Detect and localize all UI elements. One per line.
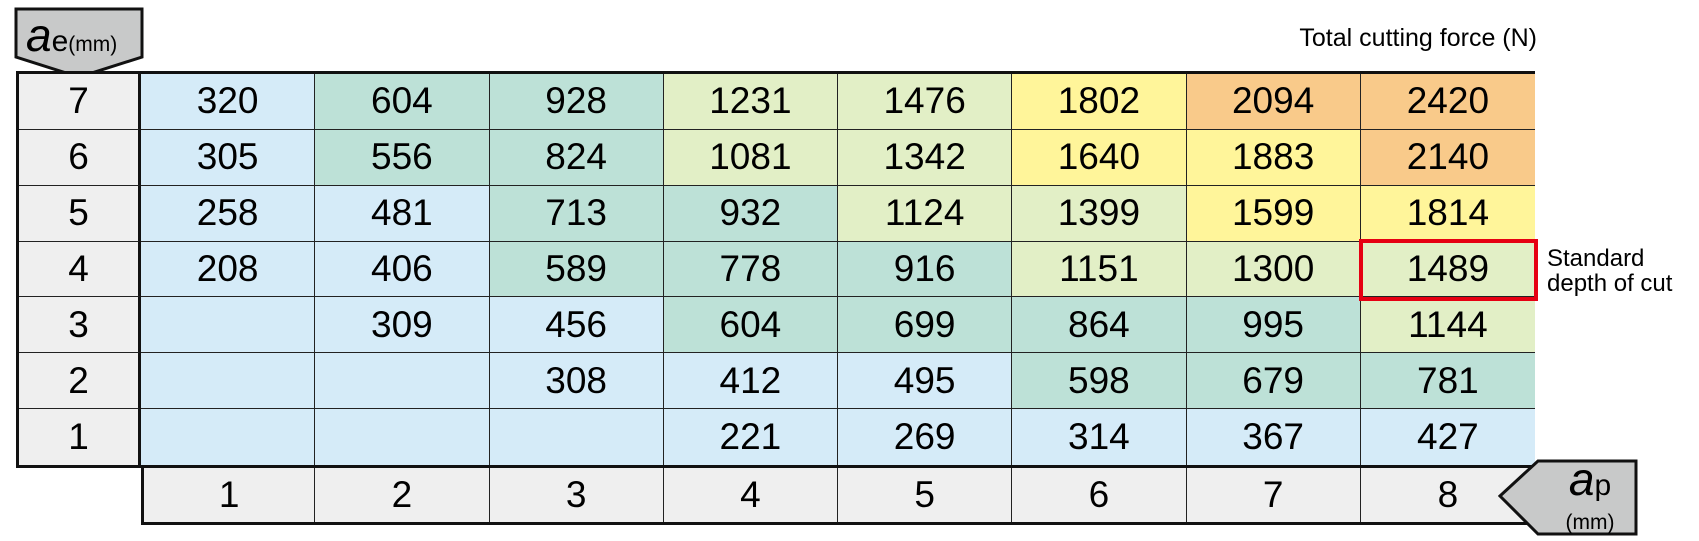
- heatmap-cell: 778: [663, 241, 838, 298]
- row-label-6: 6: [19, 129, 141, 186]
- heatmap-cell: 1300: [1186, 241, 1361, 298]
- heatmap-cell: 864: [1012, 297, 1187, 354]
- heatmap-cell: 1081: [663, 129, 838, 186]
- heatmap-cell: 916: [838, 241, 1013, 298]
- heatmap-cell: 699: [838, 297, 1013, 354]
- heatmap-cell: 995: [1186, 297, 1361, 354]
- heatmap-cell: [489, 409, 664, 465]
- col-label-6: 6: [1012, 468, 1187, 522]
- col-label-2: 2: [315, 468, 490, 522]
- heatmap-cell: 2140: [1360, 129, 1535, 186]
- heatmap-cell: [141, 297, 316, 354]
- col-label-7: 7: [1187, 468, 1361, 522]
- ae-axis-label: ae(mm): [26, 9, 118, 61]
- heatmap-cell: 320: [141, 74, 316, 130]
- heatmap-cell: [315, 353, 490, 410]
- heatmap-cell: 1802: [1012, 74, 1187, 130]
- heatmap-cell: 781: [1360, 353, 1535, 410]
- standard-depth-label: Standard depth of cut: [1547, 245, 1673, 297]
- ae-axis-arrow: [14, 7, 144, 79]
- heatmap-cell: 1399: [1012, 185, 1187, 242]
- heatmap-cell: 1151: [1012, 241, 1187, 298]
- heatmap-cell: 932: [663, 185, 838, 242]
- row-label-1: 1: [19, 409, 141, 465]
- col-label-5: 5: [838, 468, 1013, 522]
- heatmap-cell: 1124: [838, 185, 1013, 242]
- heatmap-cell: 269: [838, 409, 1013, 465]
- heatmap-cell: 481: [315, 185, 490, 242]
- heatmap-cell: 928: [489, 74, 664, 130]
- heatmap-cell: 1144: [1360, 297, 1535, 354]
- heatmap-cell: 427: [1360, 409, 1535, 465]
- heatmap-cell: 208: [141, 241, 316, 298]
- heatmap-cell: 1814: [1360, 185, 1535, 242]
- heatmap-cell: 456: [489, 297, 664, 354]
- heatmap-cell: 713: [489, 185, 664, 242]
- heatmap-cell: 258: [141, 185, 316, 242]
- heatmap-cell: [141, 353, 316, 410]
- heatmap-cell: 305: [141, 129, 316, 186]
- heatmap-cell: 1476: [838, 74, 1013, 130]
- col-label-8: 8: [1437, 474, 1459, 515]
- heatmap-cell: 1231: [663, 74, 838, 130]
- heatmap-cell: 556: [315, 129, 490, 186]
- heatmap-cell: 412: [663, 353, 838, 410]
- chart-title: Total cutting force (N): [1299, 24, 1537, 52]
- col-label-4: 4: [664, 468, 838, 522]
- heatmap-cell: 2094: [1186, 74, 1361, 130]
- heatmap-cell: 1883: [1186, 129, 1361, 186]
- col-label-3: 3: [490, 468, 664, 522]
- heatmap-cell: [141, 409, 316, 465]
- heatmap-cell: 406: [315, 241, 490, 298]
- row-label-5: 5: [19, 185, 141, 242]
- row-label-7: 7: [19, 74, 141, 130]
- heatmap-cell: 589: [489, 241, 664, 298]
- heatmap-cell: 495: [838, 353, 1013, 410]
- heatmap-grid: 7 320 604 928 1231 1476 1802 2094 2420 6 305 556 824…: [16, 71, 1535, 468]
- heatmap-cell: 2420: [1360, 74, 1535, 130]
- row-label-4: 4: [19, 241, 141, 298]
- heatmap-cell: 314: [1012, 409, 1187, 465]
- row-label-3: 3: [19, 297, 141, 354]
- heatmap-cell: 824: [489, 129, 664, 186]
- heatmap-cell: 604: [663, 297, 838, 354]
- heatmap-cell: 1489: [1360, 241, 1535, 298]
- heatmap-cell: 367: [1186, 409, 1361, 465]
- heatmap-cell: 1640: [1012, 129, 1187, 186]
- ap-axis-label: ap (mm): [1565, 453, 1615, 534]
- heatmap-cell: 598: [1012, 353, 1187, 410]
- heatmap-cell: [315, 409, 490, 465]
- heatmap-cell: 604: [315, 74, 490, 130]
- heatmap-cell: 1599: [1186, 185, 1361, 242]
- ap-axis-arrow: [1498, 459, 1638, 536]
- heatmap-cell: 679: [1186, 353, 1361, 410]
- heatmap-cell: 221: [663, 409, 838, 465]
- heatmap-cell: 1342: [838, 129, 1013, 186]
- heatmap-cell: 308: [489, 353, 664, 410]
- row-label-2: 2: [19, 353, 141, 410]
- heatmap-cell: 309: [315, 297, 490, 354]
- col-label-1: 1: [144, 468, 316, 522]
- standard-depth-highlight: [1359, 239, 1538, 301]
